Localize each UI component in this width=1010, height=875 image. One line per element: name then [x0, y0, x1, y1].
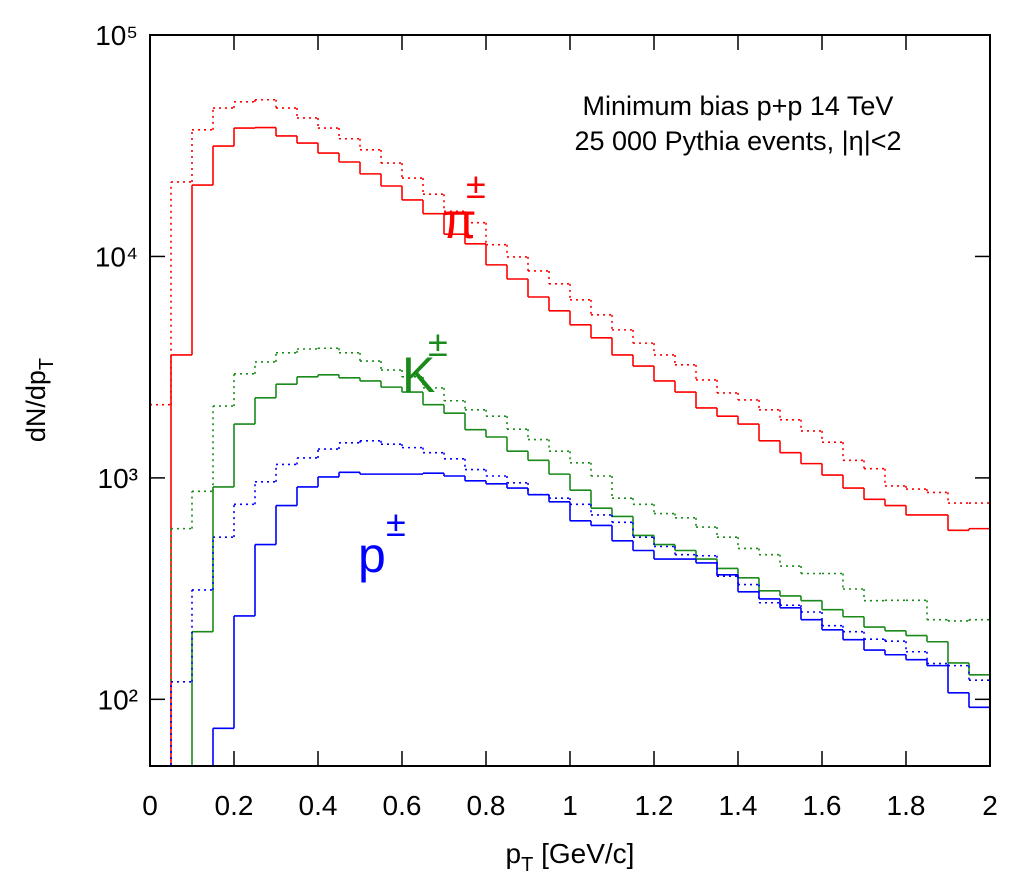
series — [212, 471, 990, 766]
annotation: 25 000 Pythia events, |η|<2 — [574, 126, 901, 156]
particle-label: p — [358, 527, 386, 583]
x-tick-label: 1.2 — [635, 790, 674, 821]
y-tick-label: 10² — [98, 684, 138, 715]
y-tick-label: 10⁵ — [95, 20, 138, 51]
series — [170, 440, 990, 766]
y-axis-label-sub: T — [36, 358, 58, 370]
x-axis-label-sub: T — [521, 854, 533, 875]
x-axis-label-rest: [GeV/c] — [533, 838, 634, 869]
series — [191, 374, 990, 766]
particle-label: K — [402, 347, 435, 403]
y-axis-label: dN/dpT — [21, 358, 58, 442]
particle-label-sup: ± — [466, 165, 486, 206]
particle-label-sup: ± — [386, 503, 406, 544]
x-tick-label: 0.4 — [299, 790, 338, 821]
y-tick-label: 10⁴ — [95, 241, 138, 272]
x-axis-label: pT [GeV/c] — [506, 838, 635, 875]
particle-label: π — [442, 193, 477, 249]
x-tick-label: 0 — [142, 790, 158, 821]
x-tick-label: 1.6 — [803, 790, 842, 821]
x-tick-label: 2 — [982, 790, 998, 821]
x-axis-label-text: p — [506, 838, 522, 869]
series — [170, 347, 990, 766]
annotation: Minimum bias p+p 14 TeV — [583, 91, 894, 121]
y-tick-label: 10³ — [98, 463, 138, 494]
x-tick-label: 1.4 — [719, 790, 758, 821]
particle-label-sup: ± — [428, 323, 448, 364]
series — [150, 98, 990, 766]
x-tick-label: 0.6 — [383, 790, 422, 821]
x-tick-label: 1.8 — [887, 790, 926, 821]
x-tick-label: 0.8 — [467, 790, 506, 821]
y-axis-label-text: dN/dp — [21, 370, 51, 442]
plot-area — [150, 98, 990, 766]
series — [170, 126, 990, 766]
x-tick-label: 0.2 — [215, 790, 254, 821]
x-tick-label: 1 — [562, 790, 578, 821]
